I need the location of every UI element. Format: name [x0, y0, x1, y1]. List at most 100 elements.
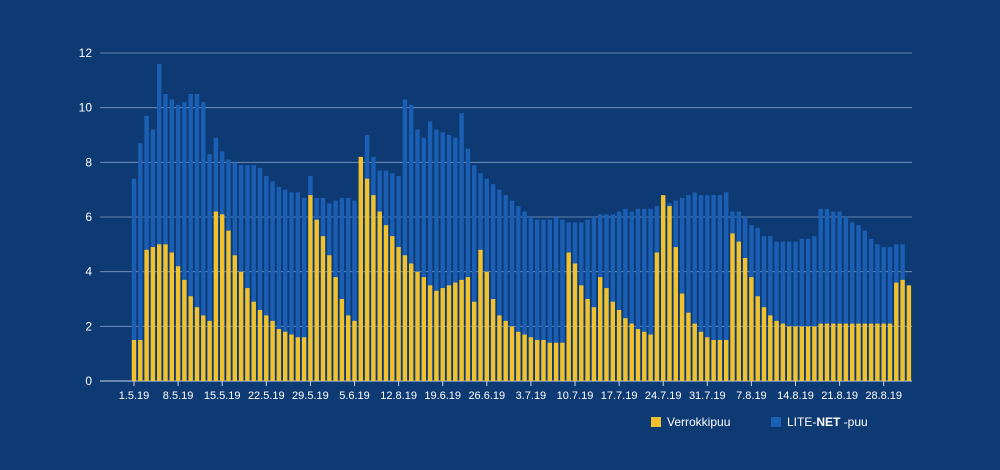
bar-verrokkipuu: [887, 323, 893, 381]
bar-lite-net: [295, 192, 300, 381]
x-tick-label: 1.5.19: [119, 390, 150, 402]
bar-verrokkipuu: [238, 271, 244, 381]
bar-verrokkipuu: [686, 312, 691, 381]
bar-verrokkipuu: [232, 255, 237, 381]
bar-verrokkipuu: [169, 252, 174, 381]
bar-verrokkipuu: [900, 279, 905, 381]
bar-verrokkipuu: [301, 337, 307, 381]
bar-verrokkipuu: [635, 329, 641, 381]
bar-verrokkipuu: [717, 340, 723, 381]
bar-lite-net: [642, 208, 647, 381]
bar-lite-net: [472, 165, 477, 381]
legend-swatch: [771, 417, 781, 427]
bar-verrokkipuu: [163, 244, 168, 381]
bar-lite-net: [138, 143, 143, 381]
bar-verrokkipuu: [623, 318, 628, 381]
bar-lite-net: [686, 195, 691, 381]
bar-verrokkipuu: [314, 219, 319, 381]
y-axis: 0 2 4 6 8 10 12: [79, 46, 93, 388]
bar-lite-net: [824, 208, 830, 381]
bar-verrokkipuu: [805, 326, 811, 381]
legend-swatch: [651, 417, 661, 427]
bar-verrokkipuu: [409, 263, 414, 381]
bar-lite-net: [711, 195, 716, 381]
bar-verrokkipuu: [150, 247, 156, 381]
bar-verrokkipuu: [320, 236, 326, 381]
bar-lite-net: [875, 244, 880, 381]
bar-verrokkipuu: [679, 293, 685, 381]
bar-verrokkipuu: [831, 323, 836, 381]
bar-verrokkipuu: [692, 323, 697, 381]
bar-lite-net: [175, 104, 181, 381]
bar-lite-net: [805, 238, 811, 381]
bar-verrokkipuu: [226, 230, 231, 381]
y-tick-label: 2: [85, 319, 92, 333]
bar-lite-net: [188, 94, 193, 381]
bar-lite-net: [182, 102, 187, 381]
bar-verrokkipuu: [667, 206, 672, 381]
bar-lite-net: [257, 167, 263, 381]
bar-verrokkipuu: [175, 266, 181, 381]
bar-lite-net: [440, 132, 445, 381]
series-verrokkipuu-bars: [131, 156, 912, 381]
bar-lite-net: [793, 241, 798, 381]
bar-verrokkipuu: [377, 211, 382, 381]
bar-verrokkipuu: [856, 323, 861, 381]
bar-lite-net: [207, 154, 212, 381]
bar-verrokkipuu: [528, 337, 534, 381]
bar-lite-net: [799, 238, 804, 381]
bar-verrokkipuu: [276, 329, 282, 381]
x-tick-label: 17.7.19: [601, 390, 638, 402]
bar-verrokkipuu: [434, 290, 439, 381]
bar-lite-net: [616, 211, 622, 381]
bar-verrokkipuu: [824, 323, 830, 381]
bar-verrokkipuu: [818, 323, 823, 381]
bar-lite-net: [812, 236, 817, 381]
bar-lite-net: [818, 208, 823, 381]
bar-verrokkipuu: [661, 195, 666, 381]
bar-lite-net: [648, 208, 653, 381]
x-tick-label: 10.7.19: [557, 390, 594, 402]
bar-lite-net: [768, 236, 773, 381]
bar-lite-net: [415, 129, 420, 381]
bar-verrokkipuu: [402, 255, 408, 381]
x-tick-label: 19.6.19: [424, 390, 461, 402]
bar-lite-net: [490, 184, 496, 381]
bar-lite-net: [547, 219, 552, 381]
bar-lite-net: [409, 104, 414, 381]
bar-verrokkipuu: [390, 236, 395, 381]
bar-verrokkipuu: [509, 326, 515, 381]
bar-lite-net: [276, 186, 282, 381]
bar-verrokkipuu: [245, 288, 250, 381]
bar-verrokkipuu: [837, 323, 842, 381]
bar-lite-net: [251, 165, 256, 381]
bar-verrokkipuu: [604, 288, 609, 381]
x-tick-label: 24.7.19: [645, 390, 682, 402]
bar-lite-net: [434, 129, 439, 381]
y-tick-label: 10: [79, 101, 93, 115]
bar-verrokkipuu: [333, 277, 338, 381]
bar-lite-net: [522, 211, 527, 381]
bar-lite-net: [509, 200, 515, 381]
bar-verrokkipuu: [566, 252, 571, 381]
bar-verrokkipuu: [629, 323, 634, 381]
bar-verrokkipuu: [673, 247, 678, 381]
bar-verrokkipuu: [364, 178, 370, 381]
bar-lite-net: [881, 247, 886, 381]
bar-verrokkipuu: [289, 334, 294, 381]
bar-verrokkipuu: [383, 225, 389, 381]
bar-lite-net: [623, 208, 628, 381]
bar-verrokkipuu: [535, 340, 540, 381]
bar-verrokkipuu: [308, 195, 313, 381]
bar-verrokkipuu: [522, 334, 527, 381]
bar-verrokkipuu: [472, 301, 477, 381]
bar-lite-net: [724, 192, 729, 381]
x-tick-label: 21.8.19: [821, 390, 858, 402]
bar-verrokkipuu: [459, 279, 464, 381]
bar-verrokkipuu: [396, 247, 401, 381]
bar-verrokkipuu: [283, 331, 288, 381]
y-tick-label: 4: [85, 265, 92, 279]
bar-verrokkipuu: [862, 323, 867, 381]
